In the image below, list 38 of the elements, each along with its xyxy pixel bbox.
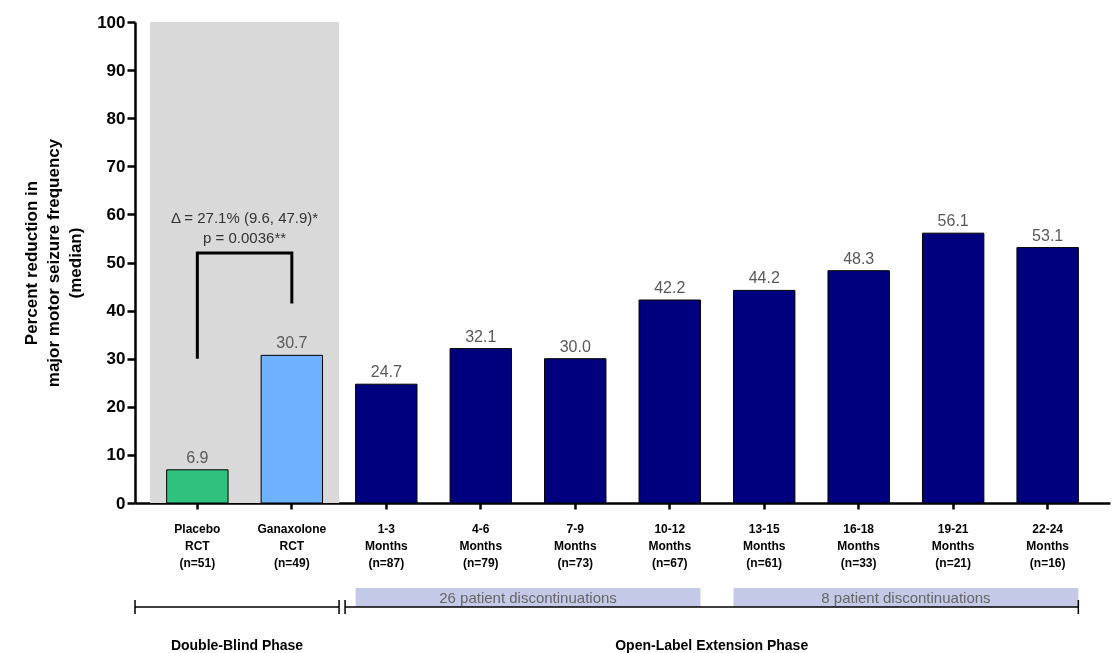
y-tick-label: 50 <box>106 253 126 272</box>
y-tick-label: 90 <box>106 60 126 80</box>
data-label: 42.2 <box>654 279 686 297</box>
data-label: 24.7 <box>370 363 402 381</box>
x-tick-label: 4-6 Months (n=79) <box>459 521 503 570</box>
y-tick-label: 0 <box>116 493 126 513</box>
y-tick-label: 30 <box>106 349 126 369</box>
data-label: 56.1 <box>937 212 969 230</box>
y-tick-label: 40 <box>106 301 126 321</box>
x-tick-label: 13-15 Months (n=61) <box>742 521 786 570</box>
annotation: Δ = 27.1% (9.6, 47.9)* <box>170 208 319 226</box>
text: 26 patient discontinuations <box>439 589 617 606</box>
text: Double-Blind Phase <box>170 637 304 653</box>
y-tick-label: 10 <box>106 445 126 465</box>
x-tick-label: 7-9 Months (n=73) <box>553 521 597 570</box>
x-tick-label: 10-12 Months (n=67) <box>648 521 692 570</box>
data-label: 30.7 <box>276 334 308 352</box>
data-label: 44.2 <box>748 269 780 287</box>
x-tick-label: 22-24 Months (n=16) <box>1026 521 1070 570</box>
y-tick-label: 60 <box>106 204 126 224</box>
data-label: 6.9 <box>186 448 209 466</box>
x-tick-label: Placebo RCT (n=51) <box>174 521 221 570</box>
text: Open-Label Extension Phase <box>615 637 809 653</box>
y-axis-title: Percent reduction in major motor seizure frequency (median) <box>22 138 86 388</box>
text: 8 patient discontinuations <box>821 589 991 606</box>
annotation: p = 0.0036** <box>203 228 287 246</box>
y-tick-label: 80 <box>106 108 126 128</box>
data-label: 32.1 <box>465 327 497 345</box>
y-tick-label: 70 <box>106 156 126 176</box>
data-label: 30.0 <box>559 337 591 355</box>
x-tick-label: 16-18 Months (n=33) <box>837 521 881 570</box>
y-tick-label: 100 <box>97 12 126 32</box>
data-label: 53.1 <box>1032 226 1064 244</box>
x-tick-label: Ganaxolone RCT (n=49) <box>257 521 327 570</box>
x-tick-label: 19-21 Months (n=21) <box>931 521 975 570</box>
y-tick-label: 20 <box>106 397 126 417</box>
data-label: 48.3 <box>843 249 875 267</box>
x-tick-label: 1-3 Months (n=87) <box>364 521 408 570</box>
